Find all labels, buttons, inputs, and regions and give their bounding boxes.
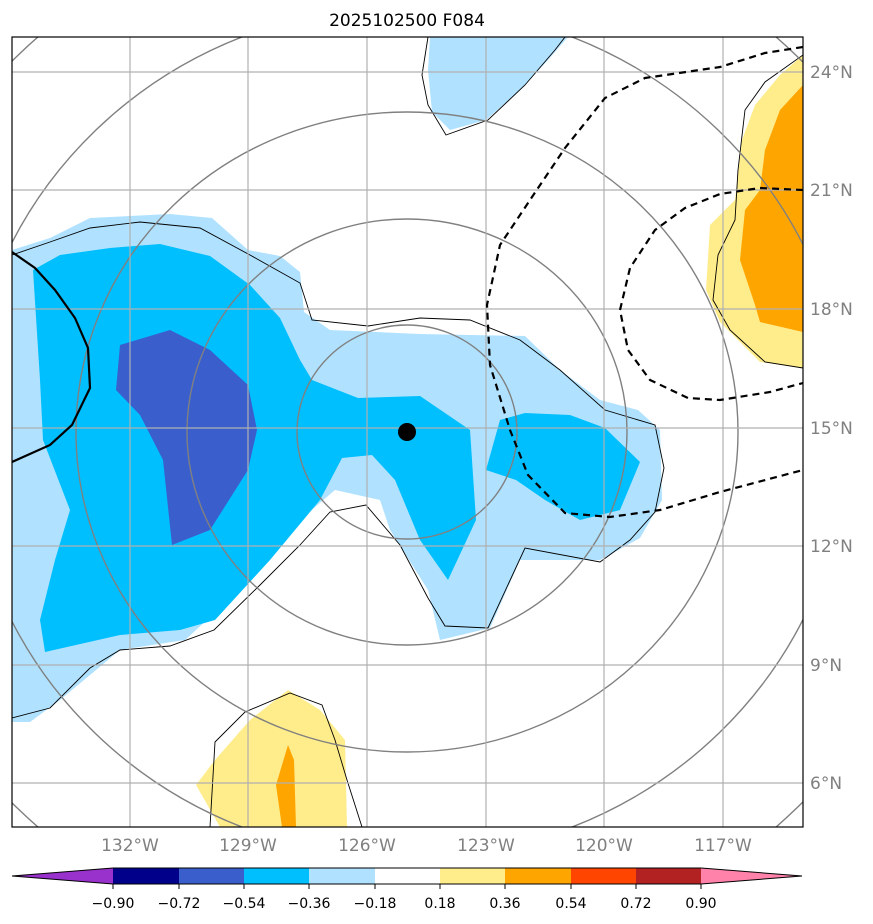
lat-label: 9°N <box>810 656 842 676</box>
plot-title: 2025102500 F084 <box>329 11 485 31</box>
colorbar-tick-label: 0.90 <box>685 896 716 912</box>
colorbar-tick-labels: −0.90 −0.72 −0.54 −0.36 −0.18 0.18 0.36 … <box>92 896 717 912</box>
lat-axis-labels: 24°N 21°N 18°N 15°N 12°N 9°N 6°N <box>810 63 853 794</box>
contour-lines-thin <box>12 37 803 827</box>
lat-label: 12°N <box>810 537 853 557</box>
contour-lines-dashed <box>485 45 803 519</box>
map-frame <box>11 36 804 828</box>
colorbar-bin <box>375 868 440 884</box>
colorbar-bin <box>636 868 701 884</box>
colorbar-bin <box>113 868 179 884</box>
colorbar-tick-label: −0.54 <box>223 896 266 912</box>
contour-fill-light-blue-north <box>428 37 568 130</box>
lon-label: 129°W <box>219 836 277 856</box>
colorbar-tick-label: −0.90 <box>92 896 135 912</box>
lon-axis-labels: 132°W 129°W 126°W 123°W 120°W 117°W <box>101 836 752 856</box>
lon-label: 126°W <box>338 836 396 856</box>
colorbar-bin <box>179 868 244 884</box>
colorbar-tick-marks <box>112 884 702 889</box>
lat-label: 6°N <box>810 774 842 794</box>
lon-label: 123°W <box>457 836 515 856</box>
colorbar-tick-label: −0.36 <box>288 896 331 912</box>
lat-label: 24°N <box>810 63 853 83</box>
colorbar-extend-under <box>12 868 113 884</box>
lon-label: 117°W <box>694 836 752 856</box>
contour-line-thick <box>12 251 92 464</box>
lon-label: 132°W <box>101 836 159 856</box>
colorbar-bin <box>309 868 375 884</box>
colorbar-bin <box>440 868 505 884</box>
lat-label: 21°N <box>810 181 853 201</box>
contour-fill-orange-east <box>740 85 803 332</box>
colorbar-extend-over <box>701 868 802 884</box>
colorbar-bin <box>505 868 571 884</box>
contour-fill-yellow-south <box>196 690 347 827</box>
colorbar-tick-label: −0.72 <box>158 896 201 912</box>
colorbar: −0.90 −0.72 −0.54 −0.36 −0.18 0.18 0.36 … <box>11 867 803 912</box>
lat-label: 15°N <box>810 419 853 439</box>
colorbar-tick-label: 0.72 <box>620 896 651 912</box>
center-marker-dot <box>398 423 416 441</box>
contour-fill-blue-east <box>486 413 640 520</box>
colorbar-bin <box>244 868 309 884</box>
colorbar-tick-label: −0.18 <box>354 896 397 912</box>
contour-fill-orange-south <box>276 745 296 827</box>
lon-label: 120°W <box>575 836 633 856</box>
colorbar-bin <box>571 868 636 884</box>
lat-label: 18°N <box>810 300 853 320</box>
colorbar-tick-label: 0.36 <box>489 896 520 912</box>
colorbar-tick-label: 0.18 <box>424 896 455 912</box>
colorbar-tick-label: 0.54 <box>555 896 586 912</box>
